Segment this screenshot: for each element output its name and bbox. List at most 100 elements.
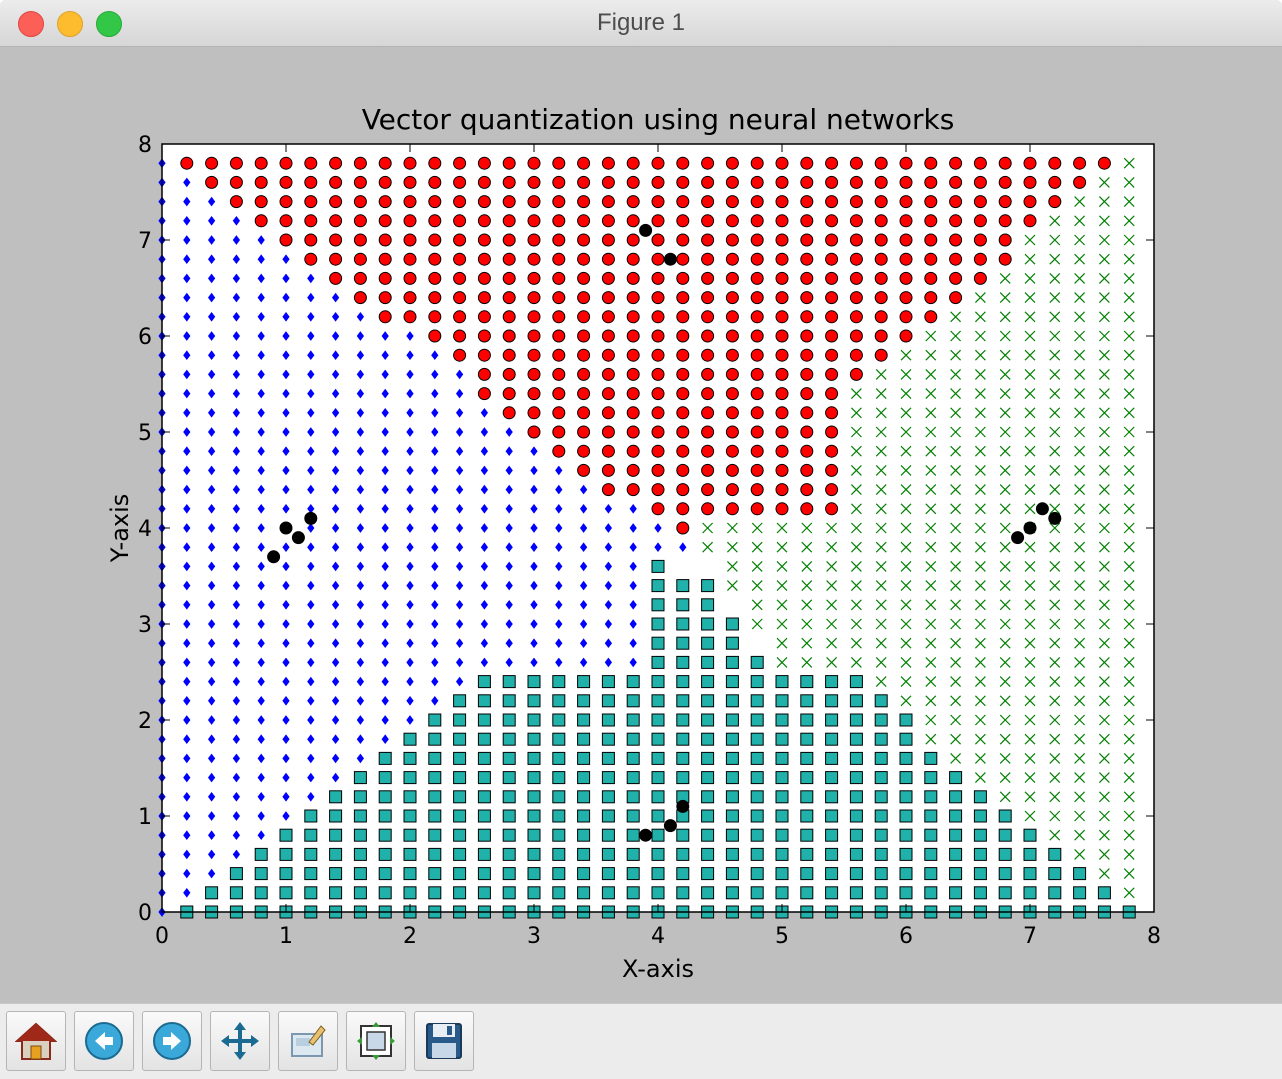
point-x xyxy=(1049,445,1061,457)
point-diamond xyxy=(604,599,613,610)
point-diamond xyxy=(257,715,265,725)
title-bar[interactable]: Figure 1 xyxy=(0,0,1282,47)
point-x xyxy=(875,464,887,476)
point-square xyxy=(701,732,715,746)
point-diamond xyxy=(431,407,439,418)
point-circle xyxy=(601,425,615,439)
point-circle xyxy=(949,195,963,209)
point-x xyxy=(925,618,937,630)
point-square xyxy=(477,790,491,804)
point-diamond xyxy=(232,350,241,361)
point-circle xyxy=(552,252,566,266)
point-x xyxy=(900,676,912,688)
minimize-window-button[interactable] xyxy=(57,11,83,37)
point-x xyxy=(925,464,937,476)
point-x xyxy=(974,676,986,688)
point-circle xyxy=(924,291,938,305)
point-x xyxy=(1123,580,1135,592)
point-square xyxy=(1023,847,1037,861)
point-circle xyxy=(924,175,938,189)
point-x xyxy=(1074,484,1086,496)
point-square xyxy=(750,790,764,804)
point-diamond xyxy=(257,772,265,783)
point-x xyxy=(1049,695,1061,707)
centroid-point xyxy=(267,550,281,564)
point-square xyxy=(825,732,839,746)
point-circle xyxy=(899,271,913,285)
point-x xyxy=(950,484,962,496)
point-x xyxy=(999,772,1011,784)
point-diamond xyxy=(356,715,365,725)
back-button[interactable] xyxy=(74,1011,134,1071)
point-x xyxy=(1123,196,1135,208)
point-square xyxy=(849,675,863,689)
forward-button[interactable] xyxy=(142,1011,202,1071)
point-square xyxy=(924,790,938,804)
point-diamond xyxy=(257,542,265,553)
point-circle xyxy=(651,291,665,305)
point-square xyxy=(601,694,615,708)
point-circle xyxy=(849,310,863,324)
point-square xyxy=(304,847,318,861)
point-diamond xyxy=(381,657,389,668)
point-circle xyxy=(949,252,963,266)
point-circle xyxy=(874,233,888,247)
save-figure-button[interactable] xyxy=(414,1011,474,1071)
point-x xyxy=(950,733,962,745)
point-circle xyxy=(825,156,839,170)
point-x xyxy=(1098,349,1110,361)
point-x xyxy=(974,541,986,553)
point-circle xyxy=(750,233,764,247)
point-x xyxy=(1074,445,1086,457)
zoom-window-button[interactable] xyxy=(96,11,122,37)
point-square xyxy=(899,809,913,823)
point-diamond xyxy=(183,580,191,591)
subplots-config-button[interactable] xyxy=(346,1011,406,1071)
point-diamond xyxy=(307,484,315,495)
point-x xyxy=(1024,292,1036,304)
point-square xyxy=(353,886,367,900)
point-diamond xyxy=(183,292,191,303)
point-x xyxy=(850,599,862,611)
point-x xyxy=(900,349,912,361)
home-icon xyxy=(15,1022,57,1060)
point-square xyxy=(552,732,566,746)
point-x xyxy=(974,637,986,649)
point-square xyxy=(651,828,665,842)
point-square xyxy=(229,867,243,881)
point-circle xyxy=(428,156,442,170)
point-x xyxy=(925,560,937,572)
point-diamond xyxy=(356,599,365,610)
point-circle xyxy=(626,329,640,343)
point-diamond xyxy=(307,695,315,706)
point-diamond xyxy=(257,561,265,572)
point-square xyxy=(825,790,839,804)
point-diamond xyxy=(455,599,464,610)
centroid-point xyxy=(663,252,677,266)
point-square xyxy=(601,732,615,746)
point-diamond xyxy=(307,734,315,745)
zoom-rect-icon xyxy=(291,1025,326,1057)
pan-button[interactable] xyxy=(210,1011,270,1071)
home-button[interactable] xyxy=(6,1011,66,1071)
point-diamond xyxy=(480,619,489,629)
point-circle xyxy=(750,502,764,516)
point-x xyxy=(925,330,937,342)
point-square xyxy=(378,790,392,804)
point-square xyxy=(924,771,938,785)
point-circle xyxy=(825,387,839,401)
point-diamond xyxy=(282,695,290,706)
point-square xyxy=(676,655,690,669)
point-diamond xyxy=(183,196,191,207)
point-circle xyxy=(552,348,566,362)
point-diamond xyxy=(505,484,513,495)
point-square xyxy=(279,867,293,881)
series-x xyxy=(702,157,1135,899)
close-window-button[interactable] xyxy=(18,11,44,37)
save-icon xyxy=(426,1023,462,1059)
zoom-rect-button[interactable] xyxy=(278,1011,338,1071)
point-diamond xyxy=(232,657,241,668)
point-x xyxy=(1074,676,1086,688)
point-circle xyxy=(825,463,839,477)
